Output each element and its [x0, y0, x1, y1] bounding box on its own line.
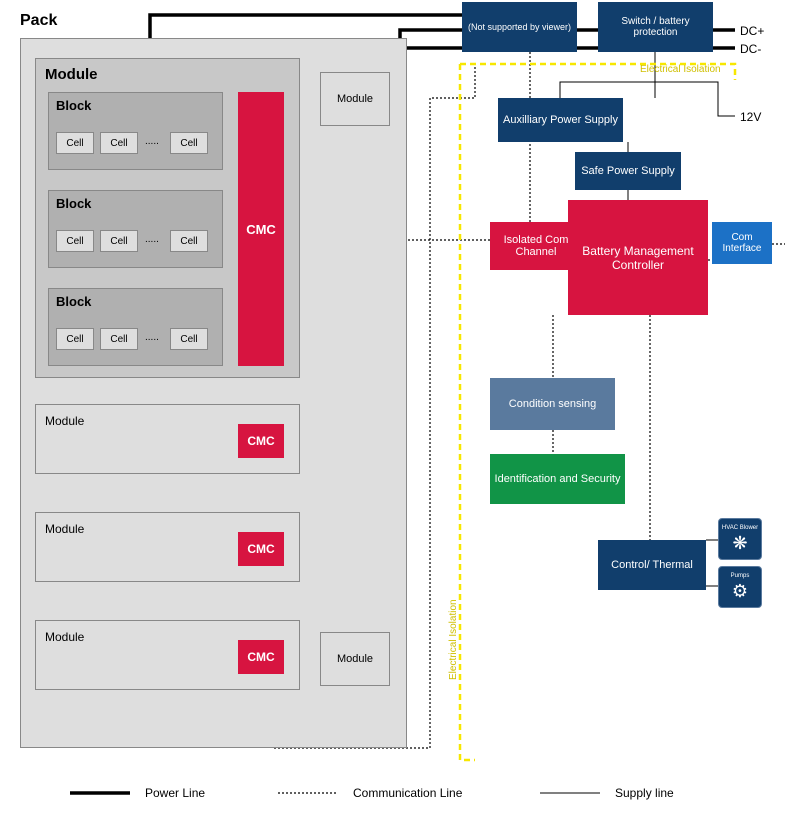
sub-cmc-2: CMC	[238, 640, 284, 674]
cell-1-1: Cell	[100, 230, 138, 252]
sub-cmc-0: CMC	[238, 424, 284, 458]
pack-label: Pack	[20, 12, 57, 30]
sub-module-label-0: Module	[45, 414, 84, 428]
legend-supply: Supply line	[615, 786, 674, 800]
hvac-blower-label: HVAC Blower	[722, 525, 758, 531]
safe-power: Safe Power Supply	[575, 152, 681, 190]
dc-plus-label: DC+	[740, 24, 764, 38]
isolated-com: Isolated Com Channel	[490, 222, 582, 270]
ident-security: Identification and Security	[490, 454, 625, 504]
block-label-2: Block	[56, 294, 91, 309]
dc-minus-label: DC-	[740, 42, 761, 56]
sub-module-label-1: Module	[45, 522, 84, 536]
module-small-1: Module	[320, 632, 390, 686]
twelve-v-label: 12V	[740, 110, 761, 124]
pumps-label: Pumps	[731, 573, 750, 579]
block-label-0: Block	[56, 98, 91, 113]
condition-sensing: Condition sensing	[490, 378, 615, 430]
cell-0-0: Cell	[56, 132, 94, 154]
cell-2-1: Cell	[100, 328, 138, 350]
cell-dots-2: .....	[145, 332, 159, 343]
cell-1-2: Cell	[170, 230, 208, 252]
bmc: Battery Management Controller	[568, 200, 708, 315]
pumps: Pumps ⚙	[718, 566, 762, 608]
hvac-blower: HVAC Blower ❋	[718, 518, 762, 560]
hvac-blower-icon: ❋	[732, 533, 747, 554]
aux-power: Auxilliary Power Supply	[498, 98, 623, 142]
sub-cmc-1: CMC	[238, 532, 284, 566]
block-label-1: Block	[56, 196, 91, 211]
cell-dots-1: .....	[145, 234, 159, 245]
isolation-label-v: Electrical Isolation	[448, 599, 459, 680]
cmc-main: CMC	[238, 92, 284, 366]
cell-0-1: Cell	[100, 132, 138, 154]
control-thermal: Control/ Thermal	[598, 540, 706, 590]
com-interface: Com Interface	[712, 222, 772, 264]
module-small-0: Module	[320, 72, 390, 126]
sub-module-label-2: Module	[45, 630, 84, 644]
pumps-icon: ⚙	[732, 581, 748, 602]
cell-0-2: Cell	[170, 132, 208, 154]
cell-2-2: Cell	[170, 328, 208, 350]
top-box-right: Switch / battery protection	[598, 2, 713, 52]
module-main-label: Module	[45, 66, 98, 83]
cell-2-0: Cell	[56, 328, 94, 350]
legend-comm: Communication Line	[353, 786, 462, 800]
cell-1-0: Cell	[56, 230, 94, 252]
top-box-left: (Not supported by viewer)	[462, 2, 577, 52]
isolation-label-h: Electrical Isolation	[640, 64, 721, 75]
cell-dots-0: .....	[145, 136, 159, 147]
legend-power: Power Line	[145, 786, 205, 800]
